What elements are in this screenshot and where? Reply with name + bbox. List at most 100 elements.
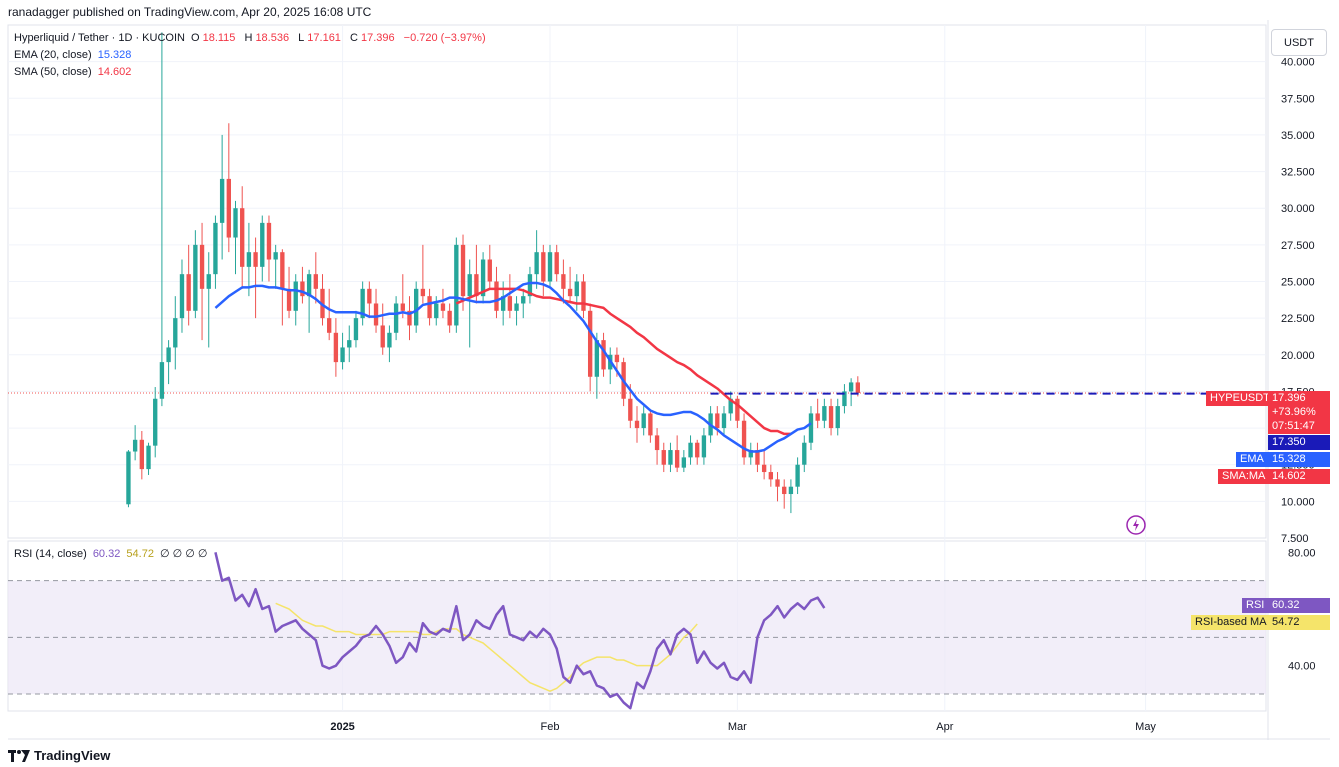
candle-body [748, 450, 753, 458]
ema-tag-value: 15.328 [1268, 452, 1330, 467]
candle [367, 281, 372, 319]
rsi-tick-label: 40.00 [1288, 661, 1316, 673]
rsi-legend-value: 60.32 [92, 548, 121, 560]
candle-body [527, 274, 533, 297]
candle-body [253, 252, 258, 267]
candle-body [367, 288, 372, 304]
low-value: 17.161 [307, 32, 341, 44]
candle [387, 325, 392, 363]
candle [340, 332, 345, 370]
candle-body [240, 208, 245, 267]
candle-body [668, 450, 673, 465]
open-label: O [191, 32, 200, 44]
candle [795, 457, 800, 495]
candle-body [775, 479, 780, 487]
candle [193, 230, 198, 319]
candle-body [166, 347, 171, 363]
candle [641, 406, 646, 436]
candle-body [467, 274, 472, 297]
rsi-tag-label: RSI [1242, 598, 1269, 613]
candle [788, 479, 794, 514]
candle-body [534, 252, 539, 275]
tradingview-brand[interactable]: TradingView [8, 748, 110, 763]
candle [246, 222, 252, 297]
ema-legend: EMA (20, close) 15.328 [14, 49, 134, 61]
candle [213, 215, 218, 289]
candle-body [293, 281, 298, 311]
candle-body [186, 274, 191, 311]
candle [286, 266, 292, 319]
candle-body [735, 398, 740, 421]
price-tick-label: 40.000 [1281, 57, 1315, 69]
candle-body [206, 274, 211, 289]
candle-body [561, 274, 566, 289]
time-tick-label: Mar [728, 721, 747, 733]
change-value: −0.720 (−3.97%) [403, 32, 486, 44]
candle [835, 398, 840, 436]
candle-body [815, 413, 820, 421]
candle [782, 479, 787, 509]
candle [420, 244, 426, 304]
candle-body [199, 244, 205, 289]
rsi-band [8, 580, 1266, 694]
candle [440, 288, 446, 319]
rsi-legend: RSI (14, close) 60.32 54.72 ∅ ∅ ∅ ∅ [14, 547, 211, 560]
candle [447, 303, 452, 333]
candle [735, 395, 740, 429]
candle-body [795, 464, 800, 487]
candle-body [487, 259, 492, 282]
candle [327, 288, 332, 341]
candle-body [440, 303, 446, 311]
candle [146, 442, 151, 475]
rsi-legend-extra: ∅ ∅ ∅ ∅ [160, 548, 208, 560]
candle [674, 435, 680, 473]
candle [848, 378, 854, 407]
candle-body [353, 318, 359, 341]
currency-button[interactable]: USDT [1271, 29, 1327, 56]
candle [527, 266, 533, 304]
candle-body [514, 303, 519, 311]
candle-body [587, 310, 593, 377]
candle-body [159, 362, 165, 399]
candle [306, 269, 312, 333]
candle [467, 259, 472, 348]
time-tick-label: 2025 [330, 721, 354, 733]
candle [755, 442, 760, 473]
candle-body [581, 281, 586, 311]
candle-body [434, 303, 439, 319]
candle [139, 431, 145, 480]
candle [266, 215, 272, 282]
candle [293, 274, 298, 326]
candle-body [601, 340, 606, 370]
candle-body [768, 472, 774, 480]
candle [634, 406, 640, 443]
candle-body [427, 296, 432, 319]
candle-body [567, 288, 573, 297]
candle [808, 406, 814, 451]
candle-body [594, 340, 600, 377]
candle-body [628, 398, 633, 421]
candle [587, 303, 593, 392]
candle-body [500, 296, 506, 311]
price-tick-label: 27.500 [1281, 240, 1315, 252]
candle-body [327, 318, 332, 333]
close-label: C [350, 32, 358, 44]
candle [761, 450, 767, 480]
candle-body [715, 413, 720, 429]
candle-body [360, 288, 365, 319]
candle-body [648, 413, 653, 436]
ema-legend-label: EMA (20, close) [14, 49, 92, 61]
candle [695, 439, 700, 465]
candle-body [460, 244, 466, 297]
candle-body [507, 296, 513, 311]
candle [668, 442, 673, 473]
level-tag: 17.350 [1268, 435, 1330, 450]
candle-body [634, 420, 640, 429]
ema-tag-label: EMA [1236, 452, 1268, 467]
candle-body [153, 398, 158, 446]
candle-body [193, 244, 198, 311]
candle-body [233, 208, 238, 238]
candle [842, 384, 847, 414]
candle [347, 325, 352, 363]
